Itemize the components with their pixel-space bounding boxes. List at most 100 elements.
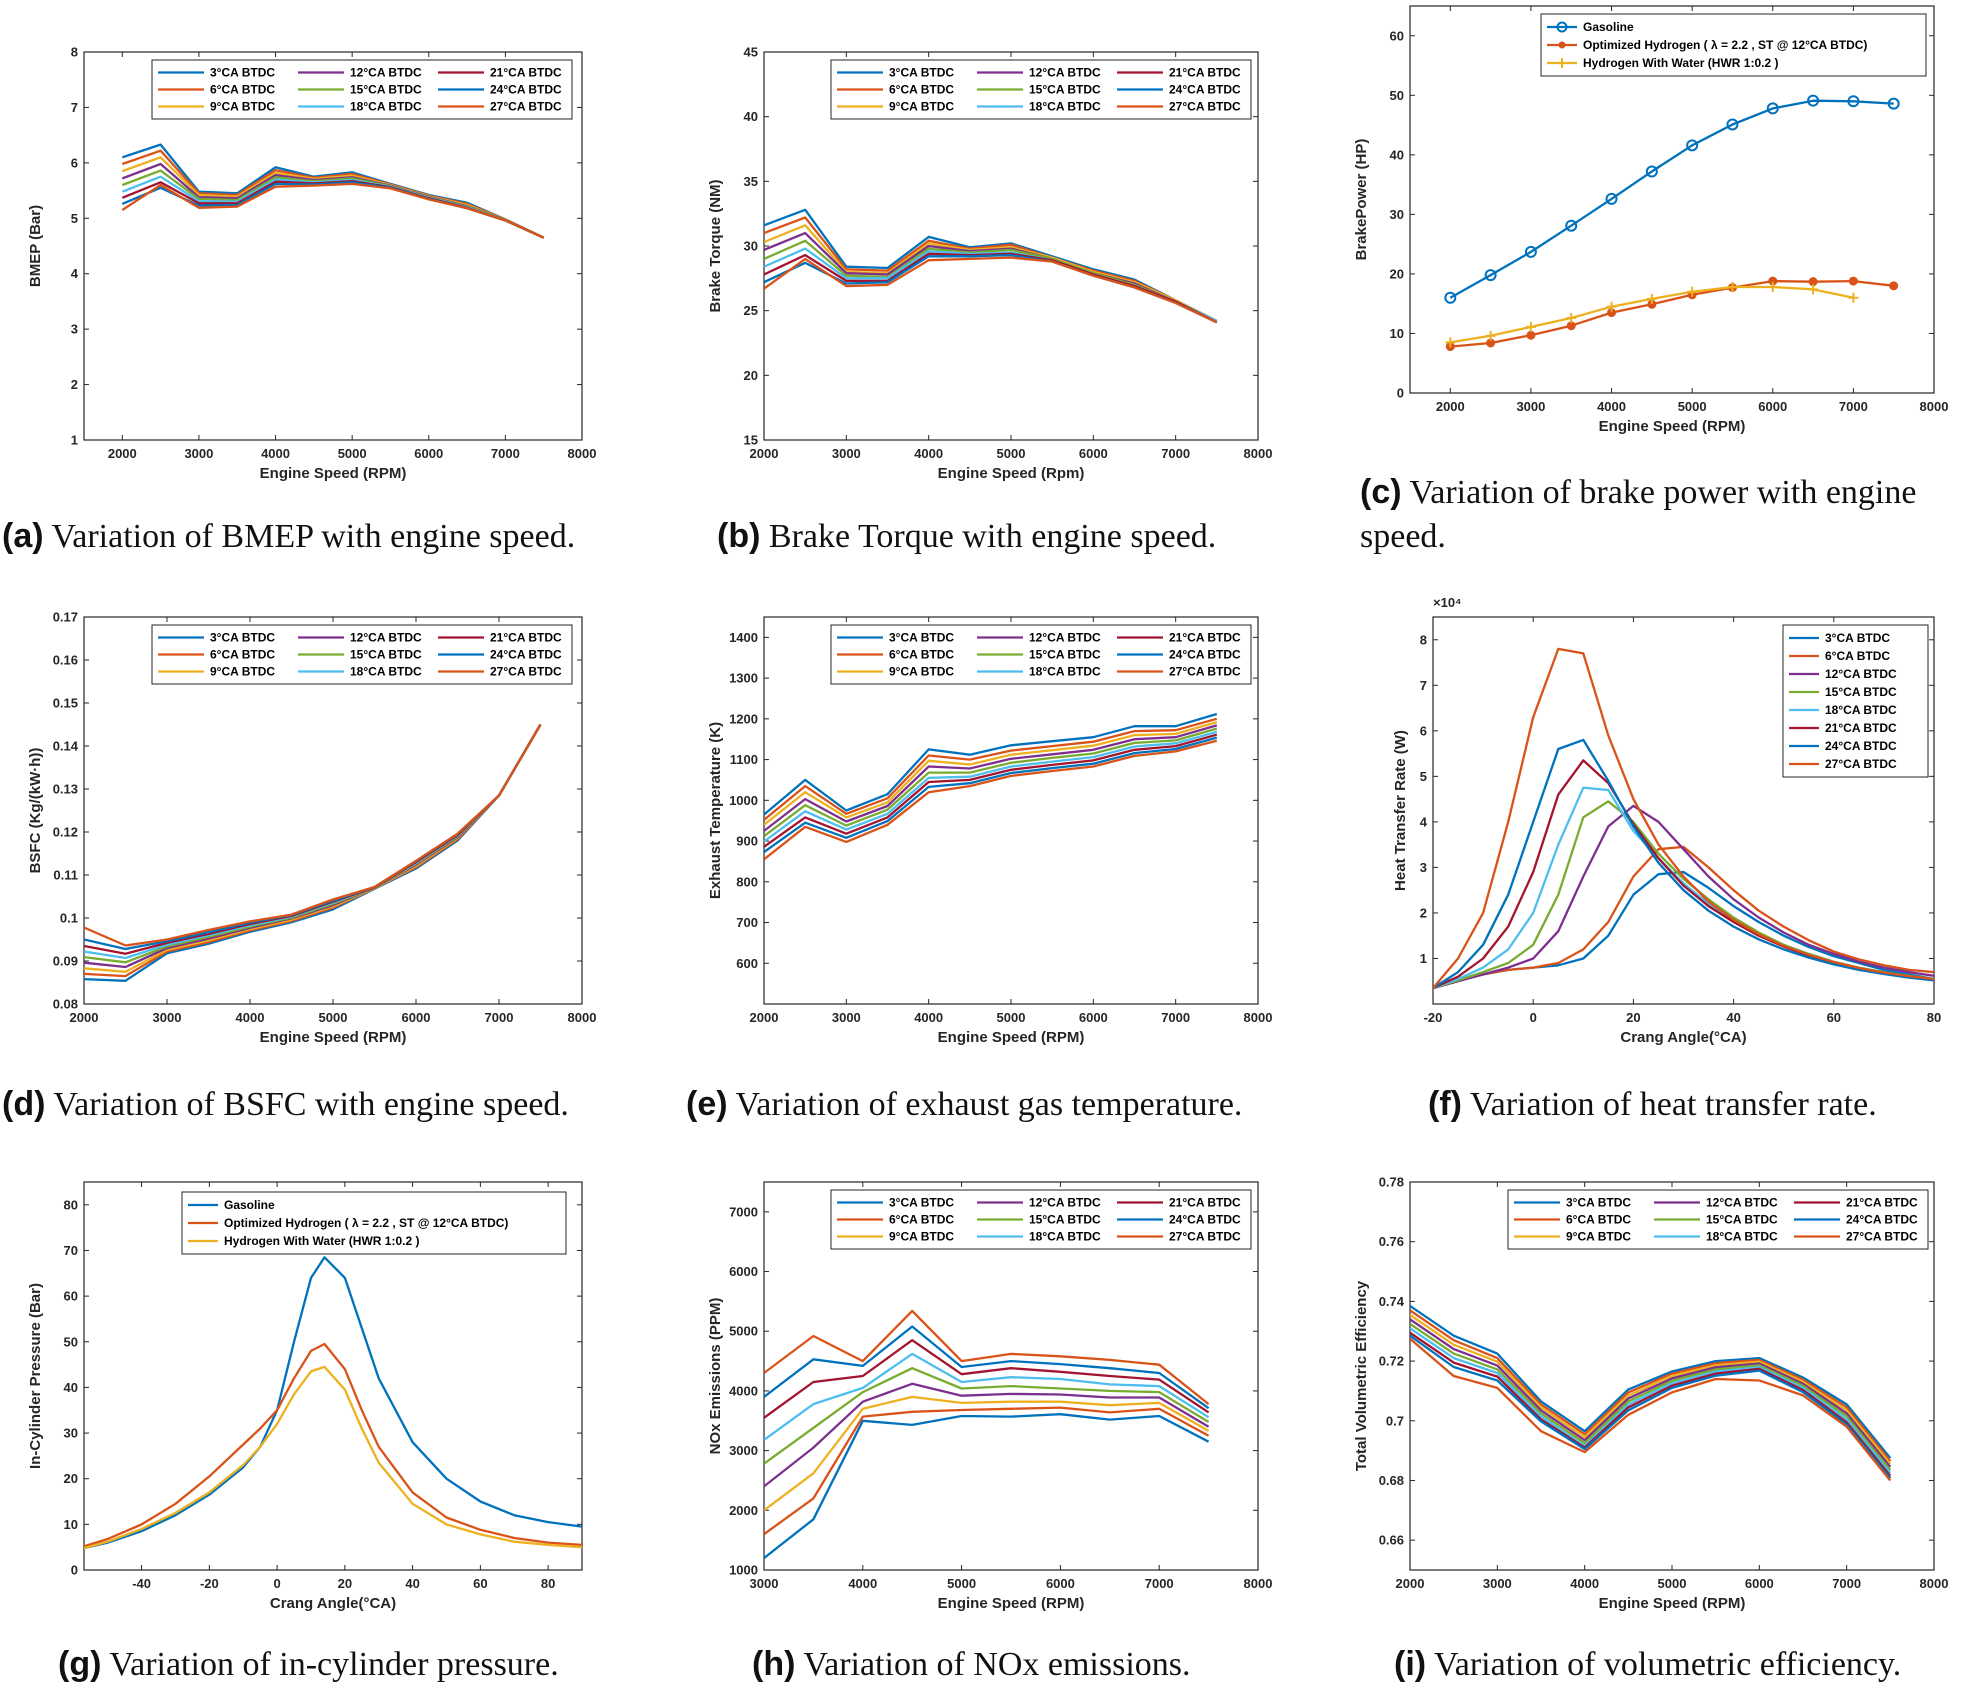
x-tick-label: 4000 bbox=[236, 1010, 265, 1025]
legend-g: Gasoline Optimized Hydrogen ( λ = 2.2 , S… bbox=[181, 1191, 567, 1255]
series-line-i-2 bbox=[1410, 1313, 1892, 1465]
x-tick-label: 7000 bbox=[491, 446, 520, 461]
legend-box-b bbox=[830, 59, 1252, 120]
legend-label: 12°CA BTDC bbox=[1029, 631, 1101, 645]
legend-label: 24°CA BTDC bbox=[1825, 739, 1897, 753]
series-line-g-1 bbox=[84, 1342, 582, 1548]
x-tick-label: -20 bbox=[1424, 1010, 1443, 1025]
legend-label: 6°CA BTDC bbox=[889, 648, 954, 662]
x-tick-label: 3000 bbox=[832, 446, 861, 461]
series-line-h-2 bbox=[764, 1395, 1210, 1512]
y-tick-label: 5 bbox=[1420, 769, 1427, 784]
y-tick-label: 600 bbox=[736, 956, 758, 971]
series-line-i-8 bbox=[1410, 1337, 1892, 1482]
series-line-a-8 bbox=[121, 182, 545, 239]
x-tick-label: 2000 bbox=[70, 1010, 99, 1025]
data-point bbox=[1727, 282, 1738, 293]
y-tick-label: 40 bbox=[1390, 147, 1404, 162]
x-tick-label: 20 bbox=[338, 1576, 352, 1591]
legend-label: Optimized Hydrogen ( λ = 2.2 , ST @ 12°C… bbox=[224, 1216, 508, 1230]
legend-label: 6°CA BTDC bbox=[1825, 649, 1890, 663]
x-axis-label-e: Engine Speed (RPM) bbox=[938, 1029, 1085, 1046]
y-tick-label: 0.7 bbox=[1386, 1413, 1404, 1428]
y-tick-label: 2 bbox=[1420, 905, 1427, 920]
caption-f-text: Variation of heat transfer rate. bbox=[1469, 1086, 1877, 1123]
x-tick-label: 8000 bbox=[568, 446, 597, 461]
legend-label: 6°CA BTDC bbox=[210, 648, 275, 662]
legend-label: 24°CA BTDC bbox=[1169, 83, 1241, 97]
legend-label: 27°CA BTDC bbox=[1169, 1230, 1241, 1244]
legend-box-e bbox=[830, 624, 1252, 685]
data-point bbox=[1484, 269, 1497, 282]
caption-f: (f) Variation of heat transfer rate. bbox=[1428, 1082, 1978, 1127]
legend-label: 21°CA BTDC bbox=[1169, 1196, 1241, 1210]
legend-label: 24°CA BTDC bbox=[1169, 1213, 1241, 1227]
legend-label: 21°CA BTDC bbox=[1846, 1196, 1918, 1210]
y-tick-label: 0.78 bbox=[1379, 1175, 1404, 1190]
y-tick-label: 50 bbox=[64, 1334, 78, 1349]
legend-label: 24°CA BTDC bbox=[1846, 1213, 1918, 1227]
series-line-b-8 bbox=[764, 256, 1218, 324]
y-tick-label: 7 bbox=[1420, 678, 1427, 693]
series-line-e-8 bbox=[764, 739, 1218, 861]
legend-box-c bbox=[1540, 13, 1927, 77]
x-tick-label: 5000 bbox=[997, 446, 1026, 461]
series-line-h-8 bbox=[764, 1309, 1210, 1405]
data-point bbox=[1766, 102, 1779, 115]
y-tick-label: 0.17 bbox=[53, 610, 78, 625]
y-axis-label-b: Brake Torque (NM) bbox=[707, 179, 724, 312]
y-tick-label: 6 bbox=[1420, 723, 1427, 738]
x-axis-f: -20 0 20 40 60 80 bbox=[1424, 617, 1941, 1025]
series-line-h-0 bbox=[764, 1413, 1210, 1560]
legend-label: 6°CA BTDC bbox=[210, 83, 275, 97]
y-tick-label: 0 bbox=[1397, 386, 1404, 401]
y-tick-label: 0.68 bbox=[1379, 1473, 1404, 1488]
legend-label: Hydrogen With Water (HWR 1:0.2 ) bbox=[1583, 56, 1778, 70]
x-tick-label: 7000 bbox=[1839, 399, 1868, 414]
x-tick-label: 8000 bbox=[568, 1010, 597, 1025]
series-line-g-0 bbox=[84, 1256, 582, 1550]
y-axis-g: 0 10 20 30 40 50 60 70 80 bbox=[64, 1197, 582, 1578]
y-axis-h: 1000 2000 3000 4000 5000 6000 7000 bbox=[729, 1204, 1258, 1578]
legend-label: 3°CA BTDC bbox=[210, 631, 275, 645]
y-tick-label: 8 bbox=[1420, 632, 1427, 647]
y-exponent-label-f: ×10⁴ bbox=[1433, 595, 1461, 610]
series-line-i-0 bbox=[1410, 1304, 1892, 1459]
data-point bbox=[1565, 219, 1578, 232]
legend-label: 15°CA BTDC bbox=[350, 83, 422, 97]
legend-c: Gasoline Optimized Hydrogen ( λ = 2.2 , S… bbox=[1540, 13, 1927, 77]
legend-label: 27°CA BTDC bbox=[1846, 1230, 1918, 1244]
series-line-f-6 bbox=[1433, 738, 1934, 990]
legend-label: 9°CA BTDC bbox=[889, 100, 954, 114]
legend-label: 12°CA BTDC bbox=[350, 631, 422, 645]
y-tick-label: 2000 bbox=[729, 1503, 758, 1518]
y-tick-label: 0.72 bbox=[1379, 1354, 1404, 1369]
y-tick-label: 1 bbox=[71, 433, 78, 448]
legend-label: 15°CA BTDC bbox=[350, 648, 422, 662]
y-tick-label: 40 bbox=[744, 109, 758, 124]
x-tick-label: 80 bbox=[1927, 1010, 1941, 1025]
legend-h: 3°CA BTDC 6°CA BTDC 9°CA BTDC 12°CA BTDC 15°… bbox=[830, 1189, 1252, 1250]
data-point bbox=[1807, 94, 1820, 107]
series-line-i-6 bbox=[1410, 1331, 1892, 1477]
caption-c-text: Variation of brake power with engine spe… bbox=[1360, 474, 1917, 555]
legend-label: 12°CA BTDC bbox=[350, 66, 422, 80]
x-tick-label: 3000 bbox=[1483, 1576, 1512, 1591]
y-tick-label: 7000 bbox=[729, 1204, 758, 1219]
legend-label: 18°CA BTDC bbox=[350, 100, 422, 114]
x-axis-label-a: Engine Speed (RPM) bbox=[260, 465, 407, 482]
data-point bbox=[1847, 95, 1860, 108]
legend-label: 15°CA BTDC bbox=[1029, 1213, 1101, 1227]
series-line-e-7 bbox=[764, 736, 1218, 854]
y-tick-label: 2 bbox=[71, 377, 78, 392]
y-tick-label: 0.14 bbox=[53, 739, 79, 754]
y-tick-label: 20 bbox=[64, 1471, 78, 1486]
legend-label: 6°CA BTDC bbox=[889, 83, 954, 97]
legend-label: 21°CA BTDC bbox=[490, 631, 562, 645]
legend-marker bbox=[1556, 21, 1568, 33]
x-tick-label: 3000 bbox=[832, 1010, 861, 1025]
caption-f-letter: (f) bbox=[1428, 1085, 1462, 1123]
legend-label: 24°CA BTDC bbox=[490, 83, 562, 97]
data-point bbox=[1767, 282, 1778, 293]
